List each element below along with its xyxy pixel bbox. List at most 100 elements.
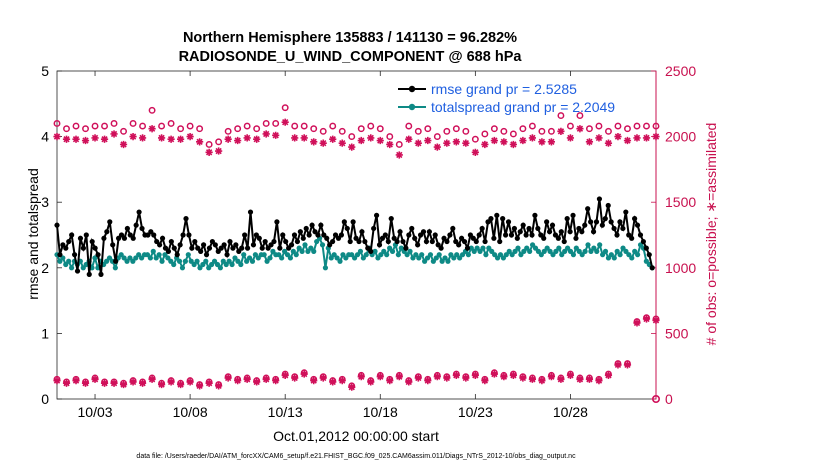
obs-assimilated-marker: [433, 143, 441, 151]
obs-assimilated-marker: [376, 136, 384, 145]
obs-possible-marker: [357, 125, 365, 133]
obs-assimilated-low-marker: [310, 377, 318, 385]
rmse-series-point: [482, 238, 488, 245]
rmse-series-point: [488, 216, 494, 222]
rmse-series-point: [640, 238, 647, 245]
obs-assimilated-low-marker: [224, 374, 232, 382]
obs-assimilated-marker: [481, 140, 489, 149]
rmse-series-point: [350, 219, 356, 225]
rmse-series-point: [362, 238, 368, 245]
rmse-series-point: [315, 232, 321, 238]
rmse-series-point: [189, 245, 195, 251]
obs-assimilated-marker: [186, 133, 194, 141]
obs-assimilated-low-marker: [452, 371, 460, 379]
rmse-series-point: [124, 225, 130, 232]
totalspread-series-point: [217, 265, 223, 271]
obs-assimilated-low-marker: [100, 379, 109, 387]
obs-possible-marker: [224, 127, 232, 135]
obs-assimilated-marker: [424, 136, 432, 145]
totalspread-series-point: [302, 242, 308, 248]
totalspread-series-point: [112, 265, 118, 271]
obs-assimilated-low-marker: [614, 361, 622, 369]
y-left-tick-label: 5: [41, 63, 49, 79]
rmse-series-point: [646, 252, 652, 258]
totalspread-series-point: [241, 252, 247, 258]
rmse-series-point: [303, 225, 309, 232]
rmse-series-point: [344, 225, 350, 232]
x-tick-label: 10/18: [363, 404, 398, 420]
rmse-series-point: [309, 222, 315, 228]
obs-possible-marker: [595, 122, 603, 130]
rmse-series-point: [588, 219, 594, 225]
rmse-series-point: [262, 238, 268, 245]
totalspread-series-point: [372, 248, 378, 254]
obs-assimilated-marker: [357, 136, 365, 145]
rmse-series-point: [242, 232, 248, 238]
obs-possible-marker: [348, 133, 356, 141]
obs-assimilated-marker: [138, 134, 147, 142]
obs-assimilated-low-marker: [604, 371, 613, 379]
obs-assimilated-low-marker: [119, 380, 128, 389]
rmse-series-point: [632, 216, 638, 222]
totalspread-series-point: [92, 255, 98, 261]
rmse-series-point: [283, 238, 289, 245]
obs-possible-marker: [63, 125, 70, 133]
rmse-series-point: [291, 232, 298, 238]
rmse-series-point: [611, 225, 617, 232]
obs-possible-marker: [101, 122, 108, 130]
rmse-series-point: [511, 225, 517, 232]
obs-possible-marker: [566, 122, 574, 130]
obs-assimilated-marker: [414, 139, 422, 147]
totalspread-series-point: [159, 258, 165, 264]
obs-possible-marker: [424, 125, 432, 133]
rmse-series-point: [271, 238, 277, 245]
obs-assimilated-marker: [253, 135, 261, 143]
rmse-series-point: [318, 222, 324, 228]
obs-assimilated-low-marker: [215, 382, 223, 390]
rmse-series-point: [479, 225, 485, 232]
rmse-series-point: [412, 235, 418, 241]
obs-possible-marker: [414, 127, 422, 135]
rmse-series-point: [505, 219, 512, 225]
obs-assimilated-marker: [443, 139, 451, 147]
obs-possible-marker: [538, 127, 546, 135]
obs-possible-marker: [405, 122, 413, 130]
rmse-series-point: [89, 238, 95, 245]
totalspread-series-point: [267, 255, 273, 261]
x-tick-label: 10/13: [268, 404, 303, 420]
obs-possible-marker: [139, 122, 147, 130]
obs-assimilated-low-marker: [566, 371, 575, 379]
obs-possible-marker: [500, 127, 508, 135]
rmse-series-point: [66, 238, 72, 245]
obs-assimilated-marker: [652, 133, 660, 141]
rmse-series-point: [130, 235, 136, 241]
rmse-series-point: [288, 242, 295, 248]
obs-possible-marker: [376, 125, 384, 133]
rmse-series-point: [593, 219, 600, 225]
x-tick-label: 10/03: [78, 404, 113, 420]
totalspread-series-point: [299, 248, 305, 254]
obs-assimilated-low-marker: [177, 380, 185, 389]
rmse-series-point: [526, 225, 532, 232]
obs-assimilated-low-marker: [91, 375, 99, 383]
rmse-series-point: [212, 242, 218, 248]
obs-assimilated-low-marker: [576, 375, 584, 383]
y-right-tick-label: 500: [665, 325, 689, 341]
obs-assimilated-low-marker: [481, 377, 489, 385]
obs-possible-marker: [557, 112, 565, 120]
rmse-series-point: [136, 209, 142, 215]
obs-possible-marker: [186, 122, 194, 130]
totalspread-series-point: [384, 252, 390, 258]
obs-assimilated-low-marker: [395, 373, 403, 381]
obs-possible-marker: [196, 125, 204, 133]
obs-assimilated-low-marker: [291, 374, 299, 382]
rmse-series-point: [74, 268, 81, 274]
rmse-series-point: [438, 245, 444, 251]
rmse-series-point: [151, 232, 157, 238]
rmse-series-point: [403, 245, 409, 251]
totalspread-series-point: [156, 252, 162, 258]
obs-assimilated-marker: [177, 135, 185, 143]
rmse-series-point: [544, 219, 550, 225]
obs-assimilated-low-marker: [642, 315, 651, 323]
obs-possible-marker: [253, 125, 261, 133]
